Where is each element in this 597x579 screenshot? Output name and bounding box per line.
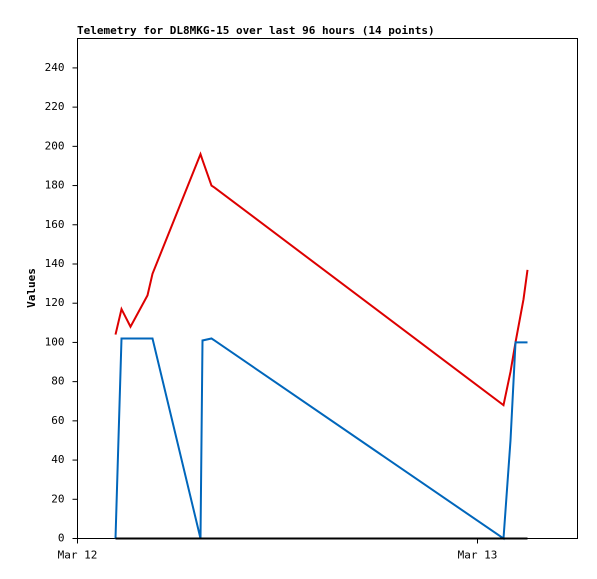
data-line — [114, 337, 528, 541]
x-tick-label: Mar 13 — [458, 549, 498, 562]
y-tick-label: 180 — [45, 179, 65, 192]
y-tick-label: 100 — [45, 335, 65, 348]
y-tick-label: 160 — [45, 218, 65, 231]
y-tick-label: 220 — [45, 100, 65, 113]
x-tick-label: Mar 12 — [58, 549, 98, 562]
data-line — [114, 151, 529, 407]
y-tick-label: 0 — [58, 532, 65, 545]
y-tick-label: 200 — [45, 139, 65, 152]
y-tick-label: 120 — [45, 296, 65, 309]
y-axis-label: Values — [25, 268, 38, 308]
y-tick-label: 240 — [45, 61, 65, 74]
y-tick-label: 20 — [51, 492, 64, 505]
y-tick-label: 40 — [51, 453, 64, 466]
plot-frame — [77, 38, 578, 539]
y-tick-label: 60 — [51, 414, 64, 427]
y-tick-label: 80 — [51, 375, 64, 388]
y-tick-label: 140 — [45, 257, 65, 270]
chart-title: Telemetry for DL8MKG-15 over last 96 hou… — [77, 24, 435, 37]
